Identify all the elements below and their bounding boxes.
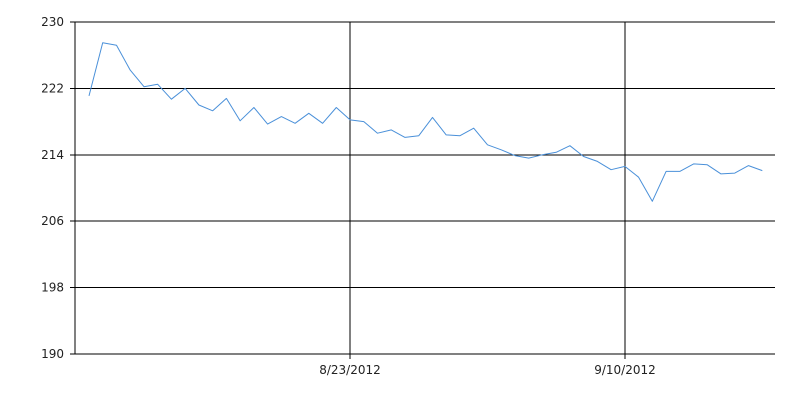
series-line [88, 42, 763, 202]
x-tick-label: 8/23/2012 [319, 363, 381, 377]
y-tick-label: 198 [41, 281, 64, 295]
y-tick-label: 222 [41, 81, 64, 95]
y-tick-label: 206 [41, 214, 64, 228]
x-tick-label: 9/10/2012 [594, 363, 656, 377]
y-tick-label: 230 [41, 15, 64, 29]
y-tick-label: 214 [41, 148, 64, 162]
y-tick-label: 190 [41, 347, 64, 361]
